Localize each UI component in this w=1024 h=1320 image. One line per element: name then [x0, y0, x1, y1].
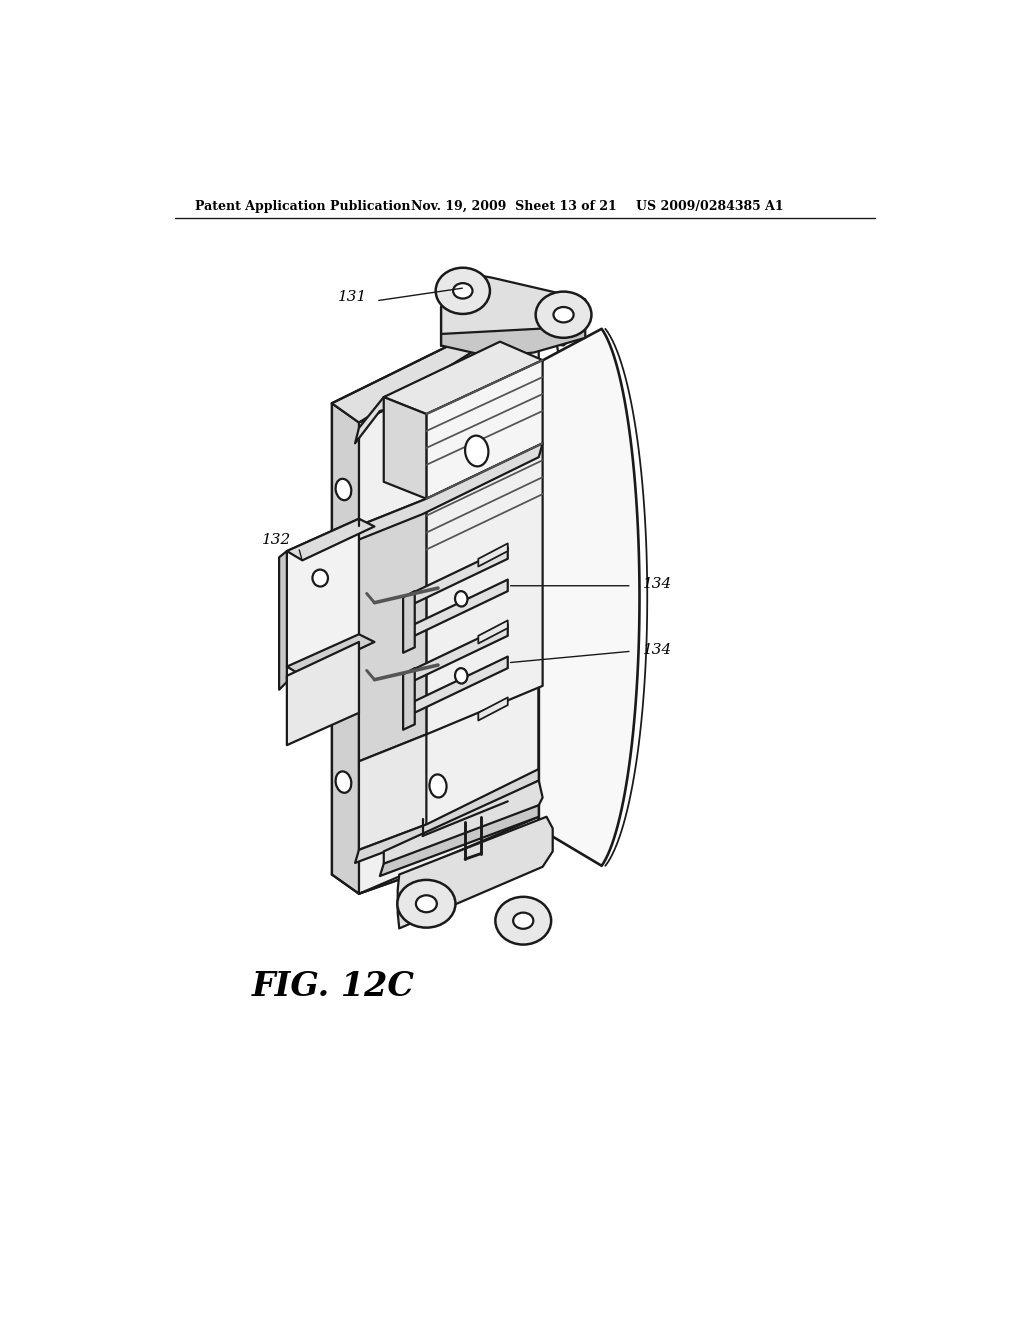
- Text: 134: 134: [643, 577, 673, 591]
- Ellipse shape: [453, 284, 472, 298]
- Polygon shape: [359, 499, 426, 762]
- Polygon shape: [441, 326, 586, 358]
- Text: 132: 132: [261, 533, 291, 548]
- Polygon shape: [478, 697, 508, 721]
- Text: Nov. 19, 2009  Sheet 13 of 21: Nov. 19, 2009 Sheet 13 of 21: [411, 199, 616, 213]
- Polygon shape: [287, 635, 375, 676]
- Text: US 2009/0284385 A1: US 2009/0284385 A1: [636, 199, 783, 213]
- Polygon shape: [403, 624, 508, 686]
- Ellipse shape: [455, 668, 468, 684]
- Ellipse shape: [397, 880, 456, 928]
- Ellipse shape: [536, 292, 592, 338]
- Ellipse shape: [455, 591, 468, 606]
- Polygon shape: [478, 544, 508, 566]
- Polygon shape: [384, 397, 426, 499]
- Polygon shape: [478, 620, 508, 644]
- Polygon shape: [403, 591, 415, 653]
- Polygon shape: [384, 780, 543, 863]
- Polygon shape: [384, 342, 543, 414]
- Polygon shape: [287, 642, 359, 744]
- Ellipse shape: [429, 775, 446, 797]
- Ellipse shape: [465, 436, 488, 466]
- Polygon shape: [403, 548, 508, 609]
- Polygon shape: [359, 334, 539, 894]
- Polygon shape: [403, 656, 508, 718]
- Polygon shape: [287, 519, 375, 560]
- Polygon shape: [441, 272, 586, 347]
- Ellipse shape: [496, 896, 551, 945]
- Polygon shape: [332, 314, 539, 422]
- Ellipse shape: [429, 440, 446, 462]
- Polygon shape: [359, 734, 426, 850]
- Text: Patent Application Publication: Patent Application Publication: [196, 199, 411, 213]
- Polygon shape: [280, 552, 287, 689]
- Polygon shape: [355, 444, 543, 541]
- Polygon shape: [332, 404, 359, 894]
- Polygon shape: [403, 579, 508, 642]
- Polygon shape: [355, 770, 539, 863]
- Polygon shape: [426, 360, 543, 499]
- Ellipse shape: [336, 479, 351, 500]
- Polygon shape: [403, 668, 415, 730]
- Ellipse shape: [336, 771, 351, 793]
- Polygon shape: [397, 817, 553, 928]
- Polygon shape: [380, 805, 539, 876]
- Polygon shape: [355, 360, 543, 444]
- Ellipse shape: [416, 895, 437, 912]
- Ellipse shape: [312, 570, 328, 586]
- Text: 131: 131: [338, 290, 367, 304]
- Ellipse shape: [554, 308, 573, 322]
- Ellipse shape: [435, 268, 489, 314]
- Ellipse shape: [513, 912, 534, 929]
- Polygon shape: [539, 329, 639, 866]
- Polygon shape: [426, 444, 543, 734]
- Polygon shape: [287, 519, 359, 682]
- Text: 134: 134: [643, 643, 673, 656]
- Text: FIG. 12C: FIG. 12C: [252, 970, 415, 1003]
